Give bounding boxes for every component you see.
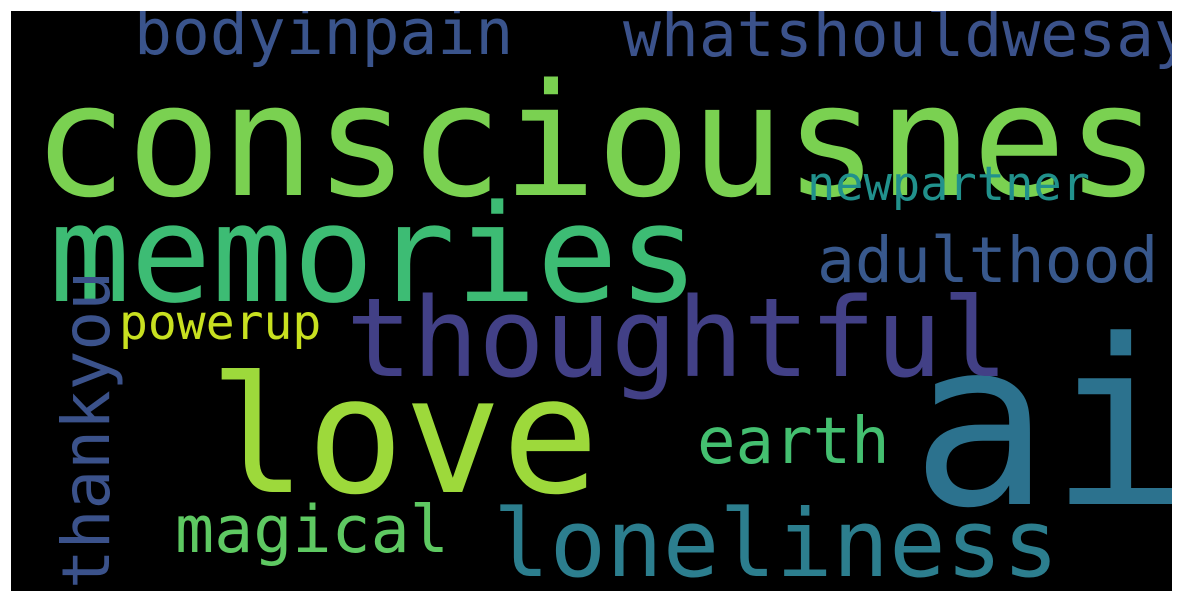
word-newpartner: newpartner: [807, 157, 1090, 212]
word-love: love: [209, 343, 600, 531]
word-magical: magical: [175, 493, 449, 568]
word-powerup: powerup: [119, 295, 322, 351]
word-loneliness: loneliness: [493, 490, 1059, 592]
word-memories: memories: [49, 176, 700, 333]
word-thoughtful: thoughtful: [346, 274, 1009, 402]
word-bodyinpain: bodyinpain: [134, 11, 514, 69]
word-earth: earth: [697, 405, 890, 479]
word-ai: ai: [911, 292, 1172, 559]
word-consciousness: consciousness: [33, 50, 1172, 232]
word-whatshouldwesay: whatshouldwesay: [623, 11, 1172, 71]
word-cloud: consciousness memories love ai thoughtfu…: [11, 11, 1172, 591]
word-adulthood: adulthood: [817, 224, 1159, 297]
word-thankyou: thankyou: [48, 271, 125, 589]
